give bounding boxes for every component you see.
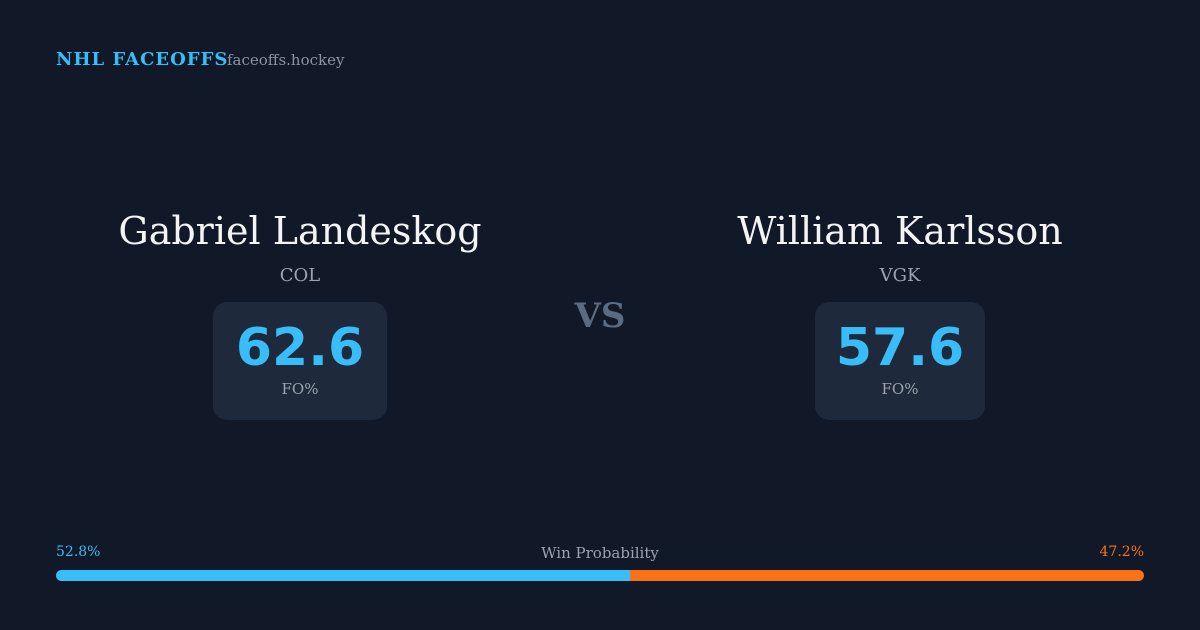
fo-value: 62.6 [235,318,365,378]
probability-bar [56,570,1144,581]
right-probability: 47.2% [1099,544,1144,560]
brand: NHL FACEOFFS [56,49,229,70]
fo-label: FO% [281,380,319,398]
site-name: faceoffs.hockey [227,51,345,69]
player-panel: William Karlsson VGK 57.6 FO% [600,205,1200,420]
player-panel: Gabriel Landeskog COL 62.6 FO% [0,205,600,420]
team: COL [279,265,321,286]
stat-card: 62.6 FO% [213,302,387,420]
team: VGK [879,265,921,286]
versus: VS [574,296,626,336]
win-probability-title: Win Probability [541,544,659,562]
right-segment [630,570,1144,581]
player-name: William Karlsson [737,209,1063,253]
player-name: Gabriel Landeskog [118,209,482,253]
fo-value: 57.6 [835,318,965,378]
left-segment [56,570,631,581]
left-probability: 52.8% [56,544,101,560]
stat-card: 57.6 FO% [815,302,985,420]
fo-label: FO% [881,380,919,398]
